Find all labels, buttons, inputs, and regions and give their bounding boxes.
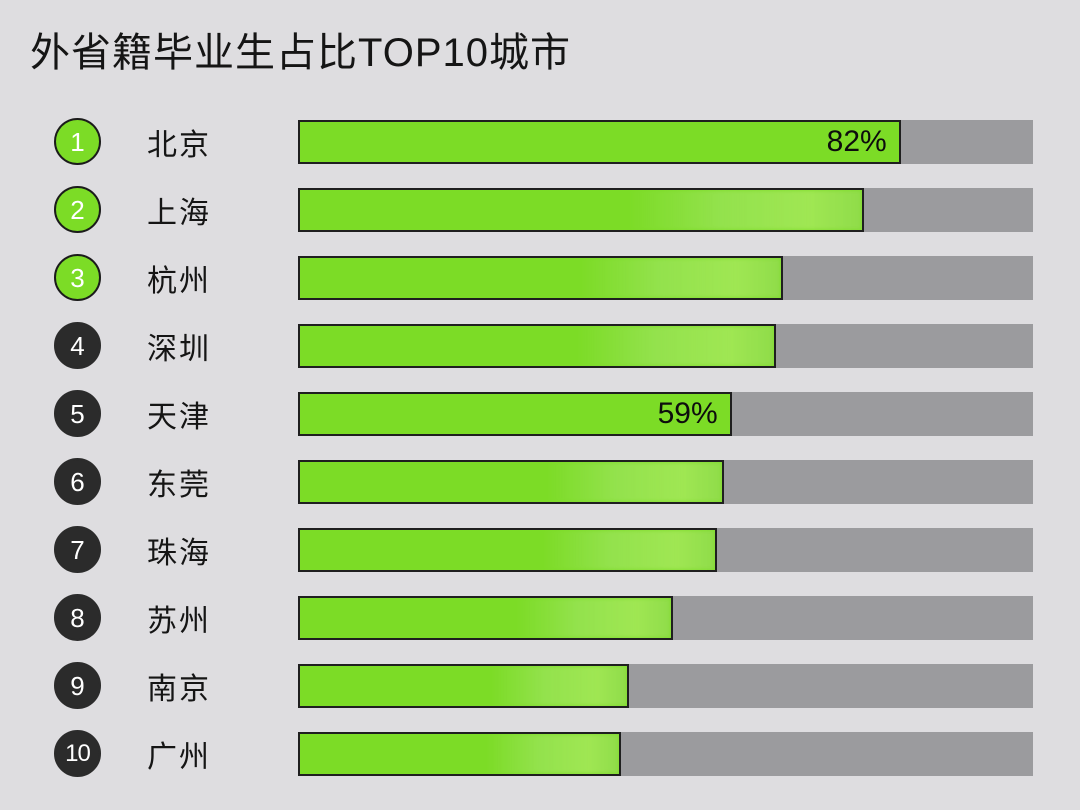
rank-badge: 4 xyxy=(54,322,101,369)
city-label: 东莞 xyxy=(147,469,211,502)
city-label: 深圳 xyxy=(147,333,211,366)
chart-row: 3 杭州 xyxy=(0,244,1080,312)
bar-fill xyxy=(298,256,784,300)
bar-track xyxy=(298,256,1033,300)
rank-number: 3 xyxy=(70,262,85,293)
city-label: 北京 xyxy=(147,129,211,162)
chart-row: 9 南京 xyxy=(0,652,1080,720)
rank-number: 1 xyxy=(70,126,85,157)
rank-number: 6 xyxy=(70,466,85,497)
rank-badge: 5 xyxy=(54,390,101,437)
rank-badge: 10 xyxy=(54,730,101,777)
bar-fill xyxy=(298,188,864,232)
rank-badge: 3 xyxy=(54,254,101,301)
bar-fill xyxy=(298,732,622,776)
rank-number: 4 xyxy=(70,330,85,361)
bar-fill xyxy=(298,460,725,504)
city-label: 天津 xyxy=(147,401,211,434)
rank-number: 2 xyxy=(70,194,85,225)
chart-row: 2 上海 xyxy=(0,176,1080,244)
city-label: 南京 xyxy=(147,673,211,706)
city-label: 广州 xyxy=(147,741,211,774)
rank-number: 8 xyxy=(70,602,85,633)
bar-track xyxy=(298,528,1033,572)
city-label: 上海 xyxy=(147,197,211,230)
bar-track xyxy=(298,188,1033,232)
chart-row: 10 广州 xyxy=(0,720,1080,788)
bar-fill: 82% xyxy=(298,120,901,164)
rank-badge: 9 xyxy=(54,662,101,709)
rank-number: 9 xyxy=(70,670,85,701)
rank-badge: 2 xyxy=(54,186,101,233)
rank-badge: 1 xyxy=(54,118,101,165)
bar-track xyxy=(298,732,1033,776)
city-label: 苏州 xyxy=(147,605,211,638)
chart-title: 外省籍毕业生占比TOP10城市 xyxy=(30,31,571,75)
value-label: 82% xyxy=(826,125,887,158)
rank-badge: 6 xyxy=(54,458,101,505)
rank-number: 7 xyxy=(70,534,85,565)
rank-badge: 7 xyxy=(54,526,101,573)
bar-track xyxy=(298,460,1033,504)
bar-fill xyxy=(298,528,717,572)
bar-fill xyxy=(298,596,673,640)
rank-badge: 8 xyxy=(54,594,101,641)
chart-row: 8 苏州 xyxy=(0,584,1080,652)
bar-track: 82% xyxy=(298,120,1033,164)
chart-row: 5 天津 59% xyxy=(0,380,1080,448)
chart-row: 4 深圳 xyxy=(0,312,1080,380)
rank-number: 10 xyxy=(65,739,91,767)
chart-row: 6 东莞 xyxy=(0,448,1080,516)
city-label: 珠海 xyxy=(147,537,211,570)
bar-rows: 1 北京 82% 2 上海 3 杭州 4 xyxy=(0,108,1080,788)
bar-track xyxy=(298,324,1033,368)
bar-fill xyxy=(298,664,629,708)
city-label: 杭州 xyxy=(147,265,211,298)
bar-track xyxy=(298,664,1033,708)
bar-track: 59% xyxy=(298,392,1033,436)
value-label: 59% xyxy=(657,397,718,430)
bar-track xyxy=(298,596,1033,640)
chart-row: 7 珠海 xyxy=(0,516,1080,584)
bar-fill xyxy=(298,324,776,368)
chart-row: 1 北京 82% xyxy=(0,108,1080,176)
bar-fill: 59% xyxy=(298,392,732,436)
rank-number: 5 xyxy=(70,398,85,429)
